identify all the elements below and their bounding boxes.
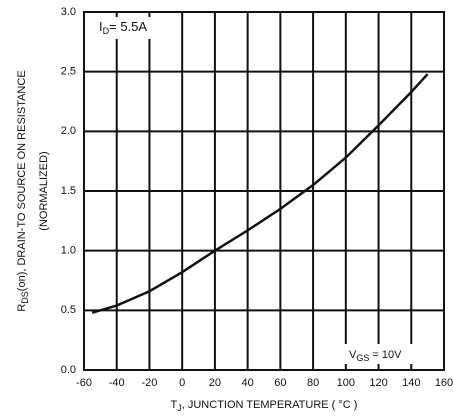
- x-axis-title: TJ, JUNCTION TEMPERATURE ( °C ): [171, 399, 358, 413]
- annotation-sub: D: [103, 26, 110, 36]
- x-tick-label: 120: [369, 377, 387, 389]
- y-axis-title-group: RDS(on), DRAIN-TO SOURCE ON RESISTANCE (N…: [16, 70, 50, 311]
- annotation-rest: = 5.5A: [109, 19, 147, 34]
- x-tick-label: 20: [209, 377, 221, 389]
- annotation-main: I: [99, 19, 103, 34]
- annotation-sub: GS: [356, 353, 369, 363]
- x-tick-label: 160: [435, 377, 453, 389]
- curve: [91, 73, 429, 314]
- x-tick-label: -40: [109, 377, 125, 389]
- x-axis-title-sub: J: [177, 403, 182, 413]
- annotation-bg: [343, 344, 431, 364]
- x-tick-label: 0: [179, 377, 185, 389]
- annotation-bg: [93, 17, 163, 39]
- annotation: ID= 5.5A: [99, 19, 147, 36]
- x-axis-title-rest: , JUNCTION TEMPERATURE ( °C ): [182, 399, 358, 411]
- x-tick-label: 60: [274, 377, 286, 389]
- y-tick-label: 0.0: [61, 364, 76, 376]
- y-tick-label: 3.0: [61, 6, 76, 18]
- y-tick-label: 2.5: [61, 66, 76, 78]
- y-axis-title-main: R: [16, 304, 28, 312]
- annotation-main: V: [349, 349, 357, 361]
- x-tick-label: 80: [307, 377, 319, 389]
- y-tick-label: 1.5: [61, 185, 76, 197]
- y-tick-label: 1.0: [61, 245, 76, 257]
- x-axis-title-main: T: [171, 399, 178, 411]
- x-tick-label: 100: [337, 377, 355, 389]
- y-tick-label: 0.5: [61, 304, 76, 316]
- y-axis-subtitle: (NORMALIZED): [38, 151, 50, 230]
- y-axis-title: RDS(on), DRAIN-TO SOURCE ON RESISTANCE: [16, 70, 30, 311]
- x-tick-label: 140: [402, 377, 420, 389]
- x-tick-label: -20: [142, 377, 158, 389]
- x-tick-label: -60: [76, 377, 92, 389]
- y-axis-title-sub: DS: [20, 291, 30, 304]
- y-tick-label: 2.0: [61, 125, 76, 137]
- x-tick-label: 40: [242, 377, 254, 389]
- y-axis-title-rest: (on), DRAIN-TO SOURCE ON RESISTANCE: [16, 70, 28, 291]
- annotation: VGS = 10V: [349, 349, 402, 363]
- annotation-rest: = 10V: [369, 349, 402, 361]
